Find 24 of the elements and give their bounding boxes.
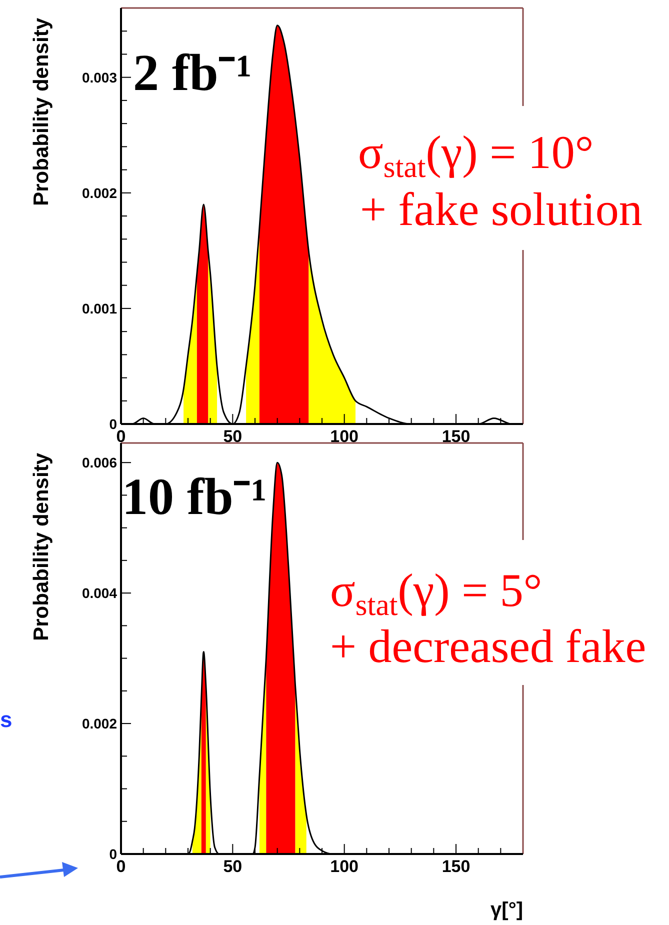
annotation: + fake solution (360, 184, 642, 236)
x-tick-label: 50 (223, 427, 242, 446)
x-tick-label: 150 (442, 857, 470, 876)
annotation: σ$_{stat}$(γ) = 5° (330, 565, 542, 622)
y-tick-label: 0.006 (82, 454, 118, 471)
annotation: 2 fb⁻¹ (133, 45, 252, 102)
y-tick-label: 0.001 (82, 300, 118, 316)
x-tick-label: 150 (442, 427, 470, 446)
x-tick-label: 100 (330, 427, 359, 446)
text: s (0, 707, 12, 732)
y-tick-label: 0 (109, 416, 118, 432)
y-axis-title: Probability density (30, 18, 53, 206)
x-tick-label: 100 (330, 857, 359, 876)
y-tick-label: 0.002 (82, 184, 118, 201)
y-tick-label: 0.002 (82, 716, 118, 732)
annotation: 10 fb⁻¹ (122, 469, 267, 526)
y-tick-label: 0.003 (82, 69, 118, 86)
x-tick-label: 50 (223, 857, 242, 876)
y-tick-label: 0.004 (82, 585, 118, 602)
y-tick-label: 0 (109, 846, 118, 862)
annotation: σ$_{stat}$(γ) = 10° (358, 127, 594, 184)
annotation: + decreased fake (330, 621, 646, 673)
x-axis-title: γ[°] (490, 899, 523, 921)
y-axis-title: Probability density (30, 452, 53, 641)
